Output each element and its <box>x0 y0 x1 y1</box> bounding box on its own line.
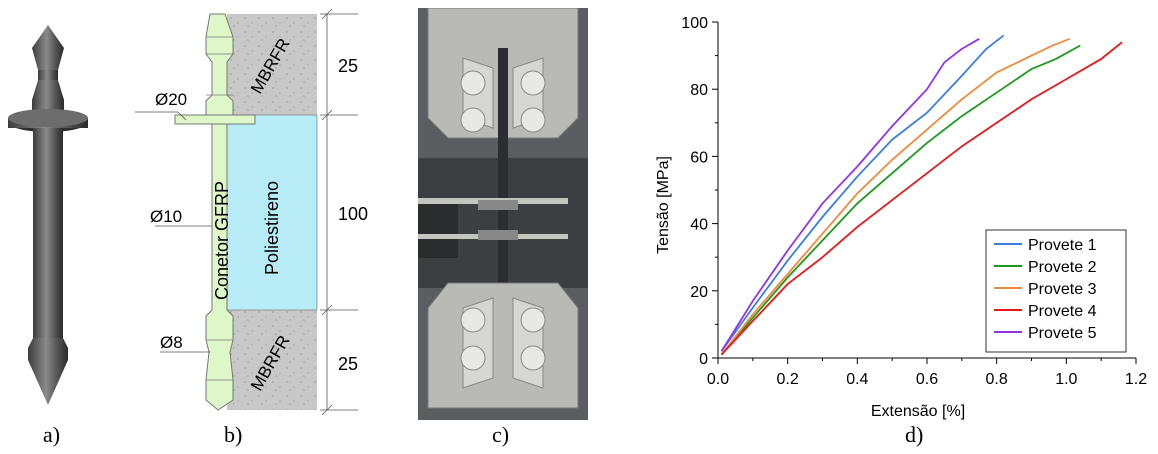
x-tick-label: 0.4 <box>846 371 868 388</box>
dim-bottom-label: 25 <box>338 354 358 374</box>
stress-strain-chart: 0.0 0.2 0.4 0.6 0.8 1.0 1.2 0 20 40 60 80 100 Extens… <box>655 15 1147 420</box>
connector-3d-render <box>8 25 88 405</box>
series-line-4 <box>720 41 1123 356</box>
y-tick-label: 40 <box>690 217 708 234</box>
y-tick-label: 60 <box>690 149 708 166</box>
x-tick-label: 1.0 <box>1055 371 1077 388</box>
caption-b: b) <box>224 422 243 447</box>
series-line-1 <box>720 34 1005 352</box>
legend-label-2: Provete 2 <box>1028 259 1097 276</box>
y-tick-label: 100 <box>681 15 708 32</box>
top-concrete-block <box>227 14 317 115</box>
connector-plate <box>174 114 256 125</box>
gfrp-connector <box>205 13 234 411</box>
legend-label-5: Provete 5 <box>1028 325 1097 342</box>
legend-label-1: Provete 1 <box>1028 237 1097 254</box>
dim-top-label: 25 <box>338 56 358 76</box>
caption-c: c) <box>492 422 510 447</box>
dim-middle-label: 100 <box>338 204 368 224</box>
series-line-3 <box>720 37 1071 356</box>
insulation-layer <box>226 114 318 311</box>
test-setup-photo <box>418 8 588 420</box>
bottom-concrete-block <box>227 310 317 410</box>
legend-label-3: Provete 3 <box>1028 281 1097 298</box>
y-axis-label: Tensão [MPa] <box>655 156 672 254</box>
connector-label: Conetor GFRP <box>212 181 232 300</box>
x-tick-label: 0.8 <box>986 371 1008 388</box>
series-line-5 <box>720 38 980 352</box>
legend-label-4: Provete 4 <box>1028 303 1097 320</box>
y-tick-label: 80 <box>690 82 708 99</box>
section-diagram: 25 100 25 Ø20 Ø10 Ø8 MBRFR MBRFR Conetor… <box>135 8 368 416</box>
series-line-2 <box>720 44 1081 356</box>
x-tick-label: 0.0 <box>707 371 729 388</box>
caption-a: a) <box>43 422 61 447</box>
dia-shaft-label: Ø10 <box>150 207 182 226</box>
caption-d: d) <box>905 422 924 447</box>
x-tick-label: 1.2 <box>1125 371 1147 388</box>
insulation-label: Poliestireno <box>262 181 282 275</box>
x-axis-label: Extensão [%] <box>871 403 965 420</box>
x-tick-label: 0.6 <box>916 371 938 388</box>
y-tick-label: 20 <box>690 284 708 301</box>
y-tick-label: 0 <box>699 351 708 368</box>
dia-plate-label: Ø20 <box>155 90 187 109</box>
dia-end-label: Ø8 <box>160 333 183 352</box>
x-tick-label: 0.2 <box>777 371 799 388</box>
